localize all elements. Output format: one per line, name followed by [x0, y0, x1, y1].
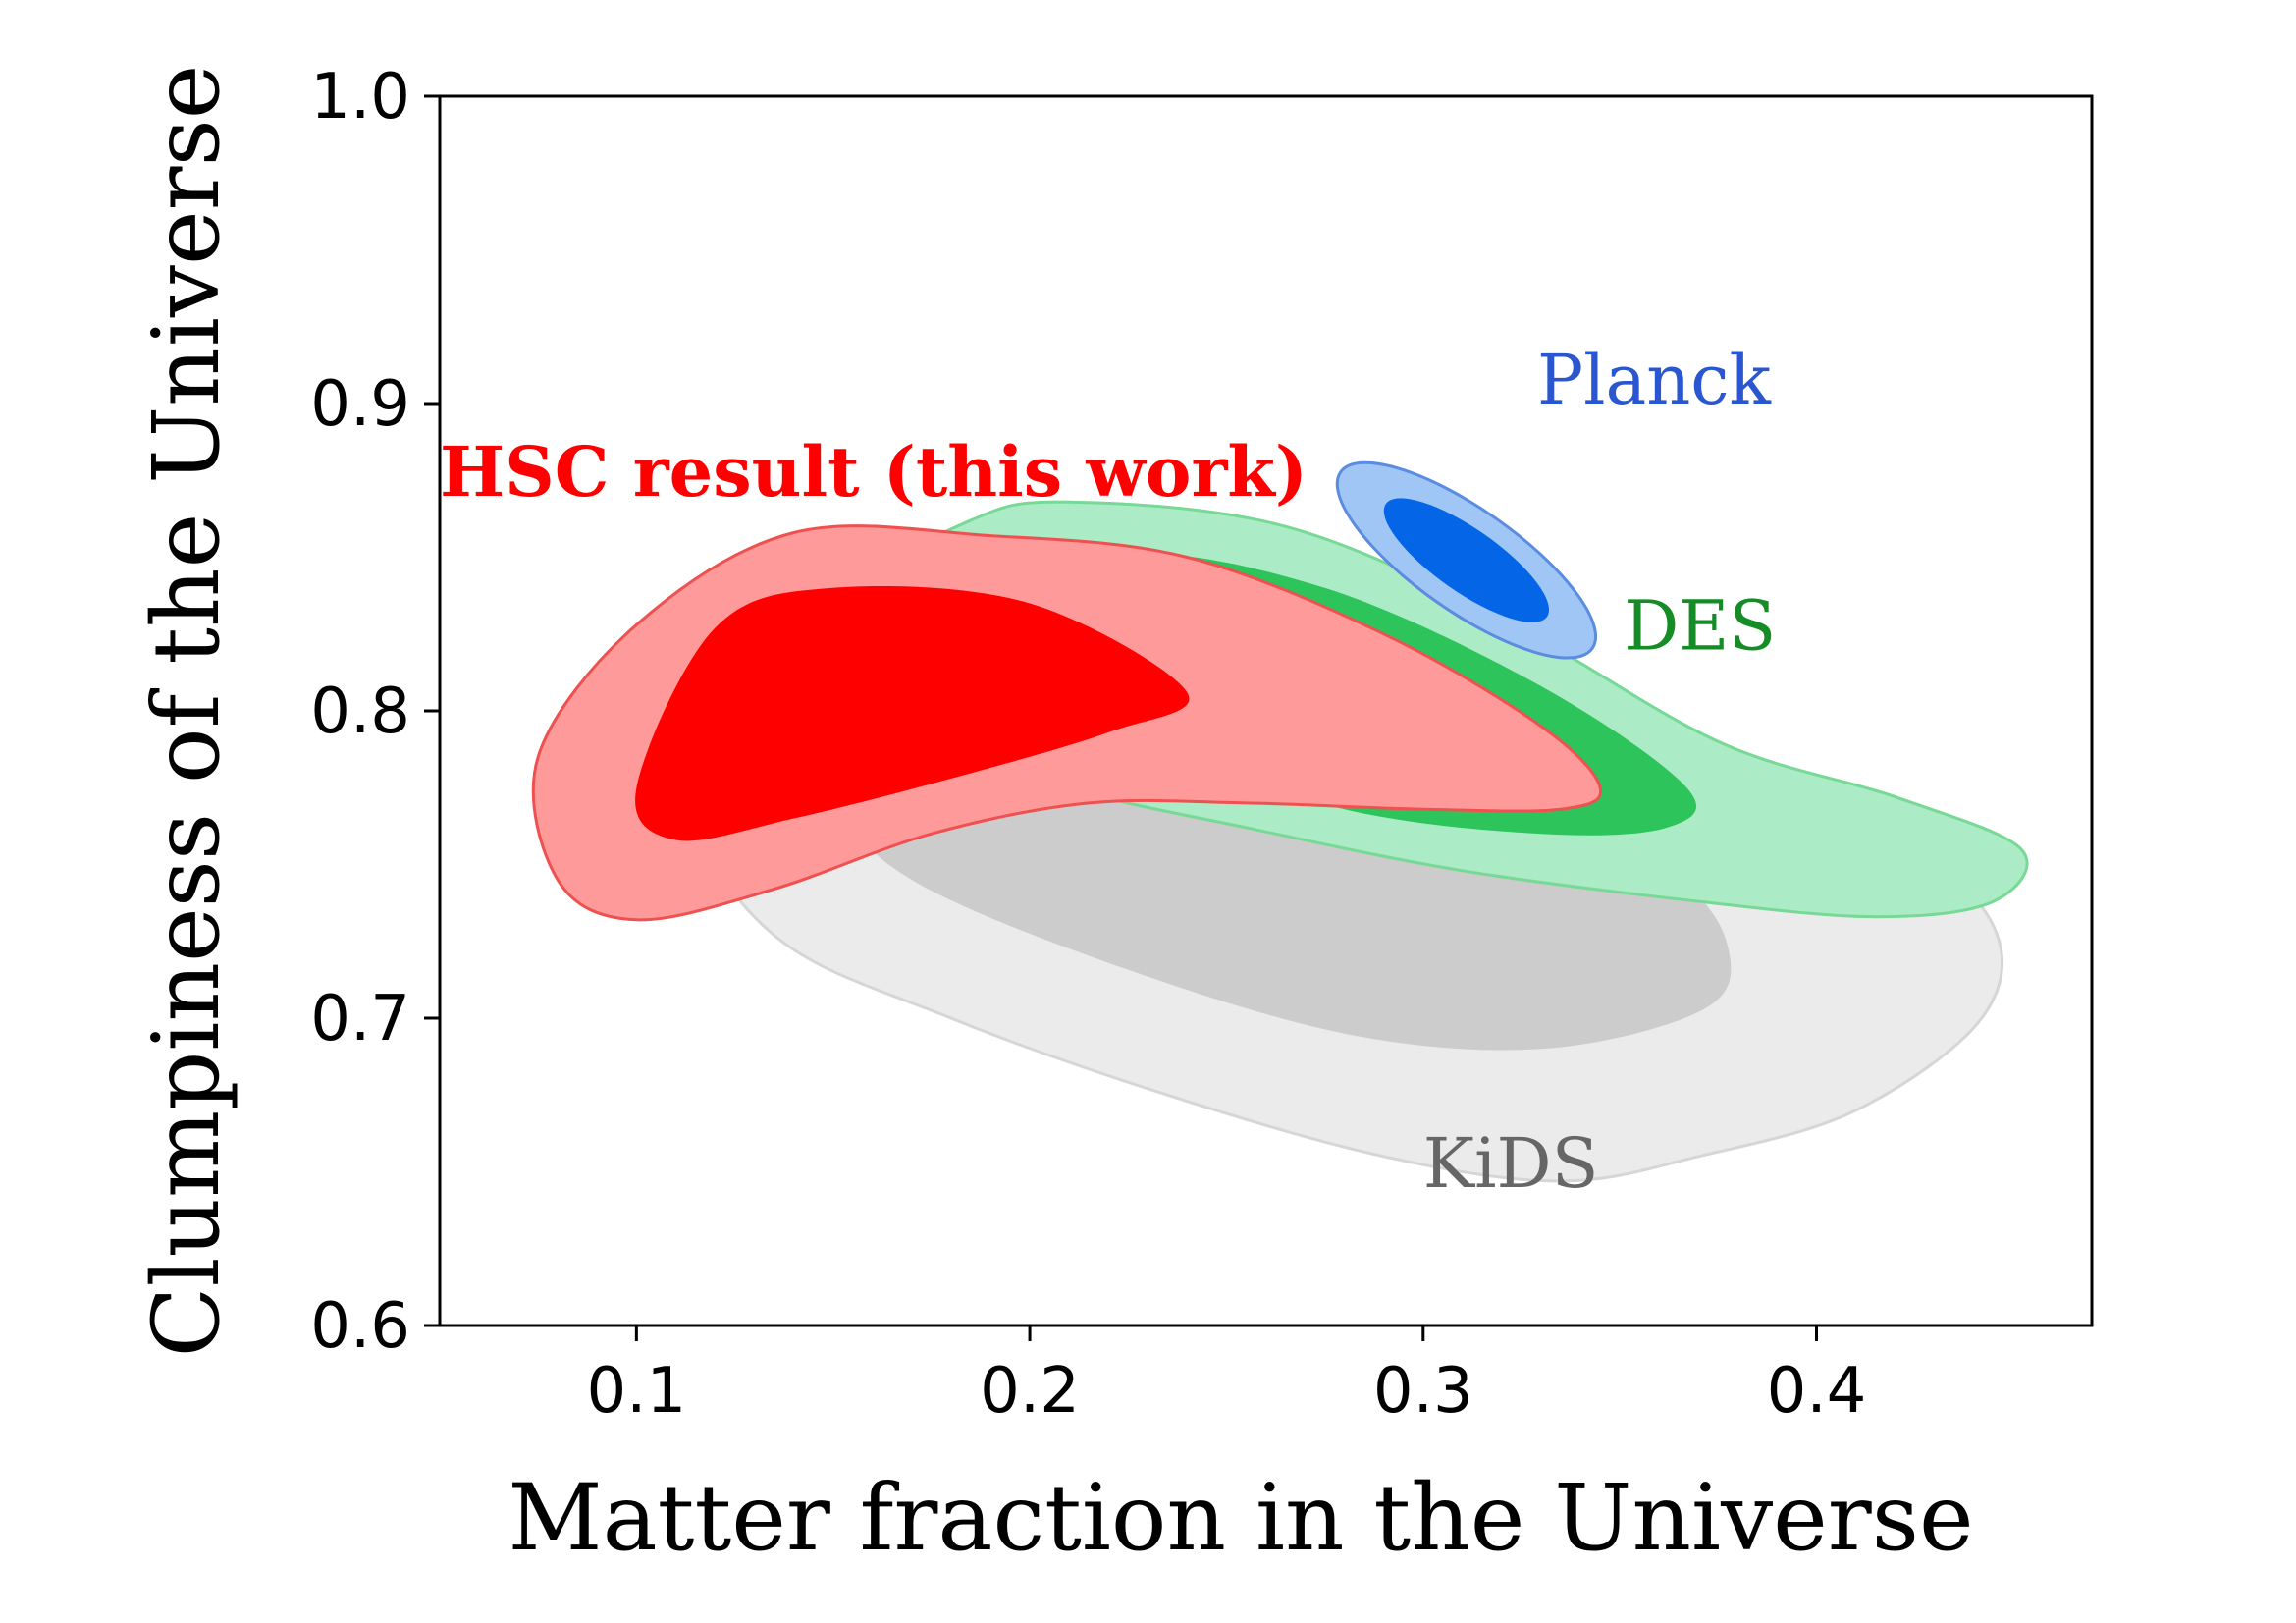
y-tick-label: 0.9 [310, 368, 410, 441]
y-axis: 0.6 0.7 0.8 0.9 1.0 [310, 61, 440, 1363]
y-tick-label: 1.0 [310, 61, 410, 134]
contour-hsc-inner [635, 585, 1190, 841]
x-tick-label: 0.2 [980, 1355, 1080, 1428]
x-axis: 0.1 0.2 0.3 0.4 [586, 1325, 1866, 1428]
x-tick-label: 0.1 [586, 1355, 686, 1428]
y-tick-label: 0.8 [310, 676, 410, 748]
x-tick-label: 0.3 [1373, 1355, 1473, 1428]
x-tick-label: 0.4 [1767, 1355, 1867, 1428]
series-label-hsc: HSC result (this work) [440, 431, 1308, 513]
y-tick-label: 0.6 [310, 1290, 410, 1363]
series-label-des: DES [1624, 585, 1776, 666]
series-label-planck: Planck [1537, 340, 1772, 420]
y-tick-label: 0.7 [310, 983, 410, 1055]
series-label-layer: KiDS DES HSC result (this work) Planck [440, 340, 1776, 1204]
contour-layer [531, 460, 2029, 1183]
y-axis-title: Clumpiness of the Universe [133, 65, 240, 1358]
contour-planck-inner [1383, 498, 1550, 622]
contour-planck [1335, 460, 1598, 660]
contour-hsc [531, 524, 1603, 922]
x-axis-title: Matter fraction in the Universe [507, 1465, 1973, 1572]
series-label-kids: KiDS [1423, 1123, 1599, 1204]
